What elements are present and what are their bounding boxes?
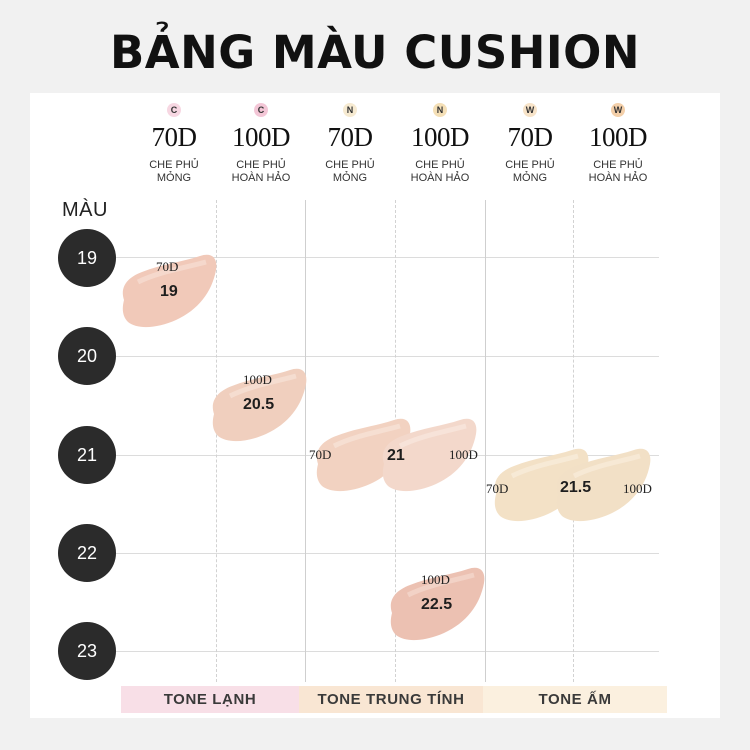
coverage-line: MỎNG xyxy=(332,172,368,184)
coverage-line: CHE PHỦ xyxy=(505,159,555,171)
swatch-density-label: 100D xyxy=(623,481,652,496)
column-header-c-70d: C 70D CHE PHỦ MỎNG xyxy=(129,100,219,185)
swatch-density-label: 70D xyxy=(309,447,332,462)
shade-circle-21: 21 xyxy=(58,426,116,484)
tone-band-warm: TONE ẤM xyxy=(483,686,667,713)
coverage-line: HOÀN HẢO xyxy=(410,172,470,184)
density-label: 70D xyxy=(507,122,554,152)
swatch-shade-label: 21 xyxy=(387,447,405,464)
tone-band-neutral: TONE TRUNG TÍNH xyxy=(299,686,483,713)
grid-line xyxy=(116,356,659,357)
swatch-22-5 xyxy=(390,567,485,641)
column-header-n-100d: N 100D CHE PHỦ HOÀN HẢO xyxy=(395,100,485,185)
shade-circle-23: 23 xyxy=(58,622,116,680)
page-title: BẢNG MÀU CUSHION xyxy=(109,26,641,79)
badge-c: C xyxy=(167,103,181,117)
swatch-20-5 xyxy=(212,368,307,442)
shade-circle-20: 20 xyxy=(58,327,116,385)
badge-n: N xyxy=(433,103,447,117)
shade-circle-19: 19 xyxy=(58,229,116,287)
coverage-line: MỎNG xyxy=(512,172,548,184)
swatch-density-label: 100D xyxy=(421,572,450,587)
column-header-w-70d: W 70D CHE PHỦ MỎNG xyxy=(485,100,575,185)
badge-n: N xyxy=(343,103,357,117)
shade-circle-22: 22 xyxy=(58,524,116,582)
density-label: 100D xyxy=(232,122,291,152)
badge-c: C xyxy=(254,103,268,117)
coverage-line: CHE PHỦ xyxy=(593,159,643,171)
row-title: MÀU xyxy=(62,199,108,221)
coverage-line: MỎNG xyxy=(156,172,192,184)
tone-band-cool: TONE LẠNH xyxy=(121,686,299,713)
column-header-n-70d: N 70D CHE PHỦ MỎNG xyxy=(305,100,395,185)
tone-divider xyxy=(305,200,306,682)
badge-w: W xyxy=(611,103,625,117)
density-label: 100D xyxy=(589,122,648,152)
density-label: 100D xyxy=(411,122,470,152)
grid-line xyxy=(116,257,659,258)
column-header-c-100d: C 100D CHE PHỦ HOÀN HẢO xyxy=(216,100,306,185)
coverage-line: CHE PHỦ xyxy=(236,159,286,171)
grid-line xyxy=(116,553,659,554)
coverage-line: HOÀN HẢO xyxy=(231,172,291,184)
coverage-line: CHE PHỦ xyxy=(415,159,465,171)
tone-divider xyxy=(485,200,486,682)
density-label: 70D xyxy=(151,122,198,152)
swatch-shade-label: 22.5 xyxy=(421,596,453,613)
column-divider xyxy=(216,200,217,682)
swatch-19 xyxy=(122,254,217,328)
density-label: 70D xyxy=(327,122,374,152)
coverage-line: CHE PHỦ xyxy=(325,159,375,171)
column-header-w-100d: W 100D CHE PHỦ HOÀN HẢO xyxy=(573,100,663,185)
coverage-line: HOÀN HẢO xyxy=(588,172,648,184)
swatch-density-label: 100D xyxy=(243,372,272,387)
swatch-shade-label: 20.5 xyxy=(243,396,275,413)
badge-w: W xyxy=(523,103,537,117)
swatch-density-label: 70D xyxy=(156,259,179,274)
swatch-shade-label: 19 xyxy=(160,283,178,300)
grid-line xyxy=(116,651,659,652)
coverage-line: CHE PHỦ xyxy=(149,159,199,171)
swatch-density-label: 70D xyxy=(486,481,509,496)
swatch-21-right xyxy=(382,418,477,492)
chart-panel xyxy=(30,93,720,718)
column-divider xyxy=(573,200,574,682)
swatch-21-5-right xyxy=(556,448,651,522)
swatch-density-label: 100D xyxy=(449,447,478,462)
swatch-shade-label: 21.5 xyxy=(560,479,592,496)
